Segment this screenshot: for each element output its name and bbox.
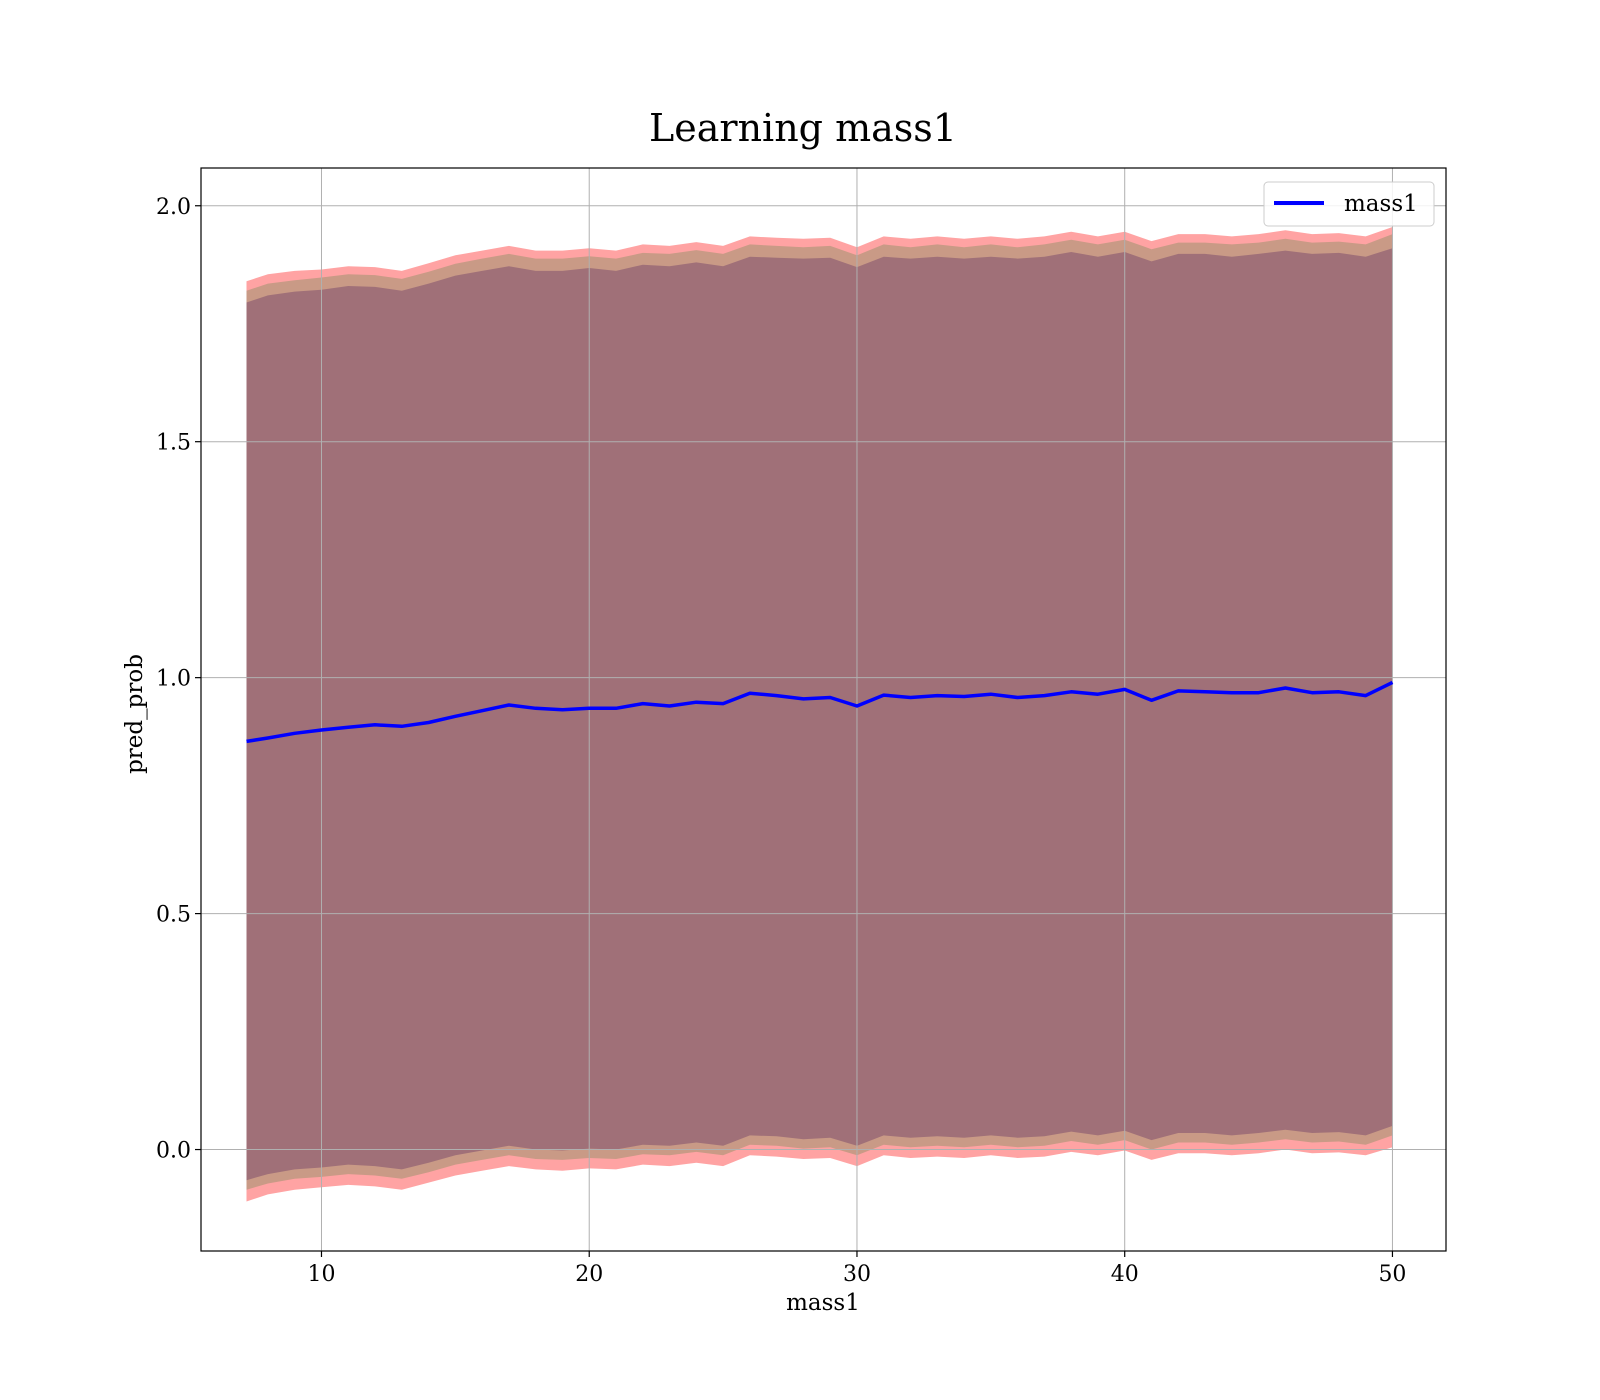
- x-tick-label: 50: [1378, 1262, 1406, 1287]
- plot-area: [200, 167, 1447, 1252]
- legend-box: [1263, 181, 1435, 227]
- series-line-mass1: [246, 680, 1394, 744]
- y-tick-label: 2.0: [156, 195, 191, 220]
- x-axis-ticks: 10 20 30 40 50: [307, 1251, 1406, 1287]
- y-tick-label: 0.0: [156, 1139, 191, 1164]
- y-tick-label: 1.5: [156, 431, 191, 456]
- series-lines: [246, 680, 1394, 744]
- x-tick-label: 10: [307, 1262, 335, 1287]
- x-axis-label: mass1: [786, 1290, 860, 1316]
- grid-lines: [201, 168, 1446, 1251]
- legend: mass1: [1263, 181, 1435, 227]
- y-axis-label: pred_prob: [122, 654, 148, 774]
- y-tick-label: 0.5: [156, 903, 191, 928]
- legend-label-mass1: mass1: [1344, 191, 1418, 217]
- y-axis-ticks: 0.0 0.5 1.0 1.5 2.0: [156, 195, 201, 1164]
- y-tick-label: 1.0: [156, 667, 191, 692]
- chart-title: Learning mass1: [649, 106, 957, 150]
- confidence-bands: [246, 227, 1393, 1202]
- x-tick-label: 20: [575, 1262, 603, 1287]
- plot-frame: [200, 167, 1447, 1252]
- x-tick-label: 30: [843, 1262, 871, 1287]
- band-inner: [246, 248, 1393, 1181]
- x-tick-label: 40: [1111, 1262, 1139, 1287]
